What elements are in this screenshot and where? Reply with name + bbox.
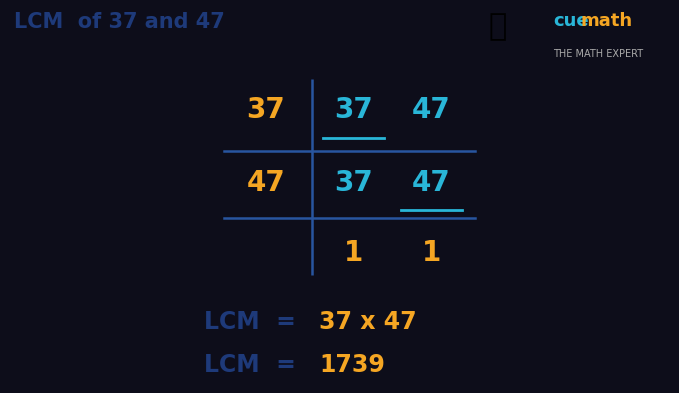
Text: 1: 1 — [422, 239, 441, 268]
Text: math: math — [581, 12, 633, 30]
Text: 37: 37 — [333, 169, 373, 197]
Text: cue: cue — [553, 12, 589, 30]
Text: 37: 37 — [333, 96, 373, 124]
Text: 47: 47 — [411, 169, 451, 197]
Text: 1739: 1739 — [319, 353, 385, 378]
Text: 47: 47 — [411, 96, 451, 124]
Text: 37 x 47: 37 x 47 — [319, 310, 417, 334]
Text: 1: 1 — [344, 239, 363, 268]
Text: LCM  of 37 and 47: LCM of 37 and 47 — [14, 12, 224, 32]
Text: THE MATH EXPERT: THE MATH EXPERT — [553, 49, 644, 59]
Text: LCM  =: LCM = — [204, 353, 295, 378]
Text: LCM  =: LCM = — [204, 310, 295, 334]
Text: 🚀: 🚀 — [489, 12, 507, 41]
Text: 47: 47 — [246, 169, 285, 197]
Text: 37: 37 — [246, 96, 285, 124]
